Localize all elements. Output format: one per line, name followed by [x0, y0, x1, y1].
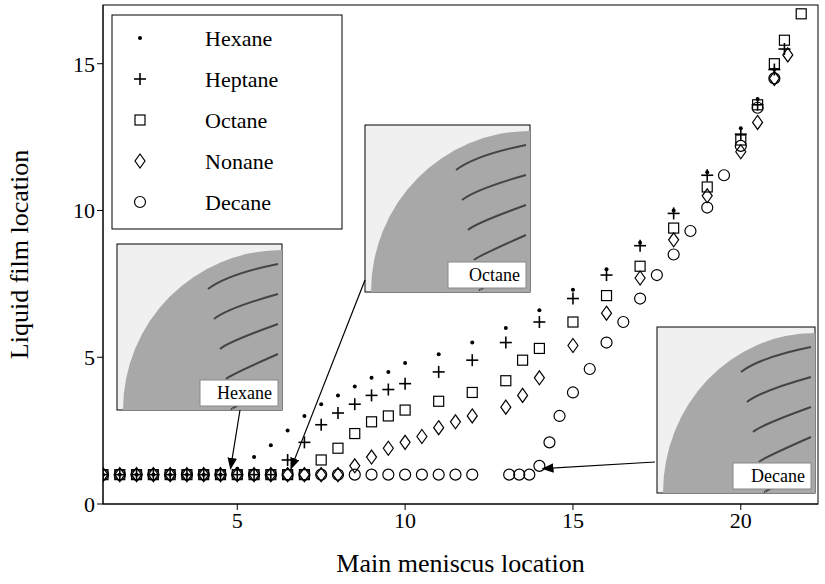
svg-text:Decane: Decane — [205, 190, 271, 215]
svg-text:15: 15 — [73, 52, 95, 77]
svg-text:Liquid film location: Liquid film location — [5, 150, 34, 359]
svg-text:20: 20 — [730, 508, 752, 533]
svg-text:5: 5 — [84, 345, 95, 370]
svg-text:Decane: Decane — [751, 466, 805, 486]
svg-text:Hexane: Hexane — [205, 26, 272, 51]
svg-text:Main meniscus location: Main meniscus location — [336, 549, 584, 578]
svg-text:5: 5 — [232, 508, 243, 533]
svg-text:Octane: Octane — [469, 265, 520, 285]
svg-text:Nonane: Nonane — [205, 149, 273, 174]
svg-text:Hexane: Hexane — [217, 383, 272, 403]
svg-text:Octane: Octane — [205, 108, 267, 133]
svg-text:10: 10 — [73, 198, 95, 223]
svg-text:Heptane: Heptane — [205, 67, 278, 92]
svg-text:0: 0 — [84, 492, 95, 517]
svg-text:15: 15 — [562, 508, 584, 533]
svg-text:10: 10 — [394, 508, 416, 533]
